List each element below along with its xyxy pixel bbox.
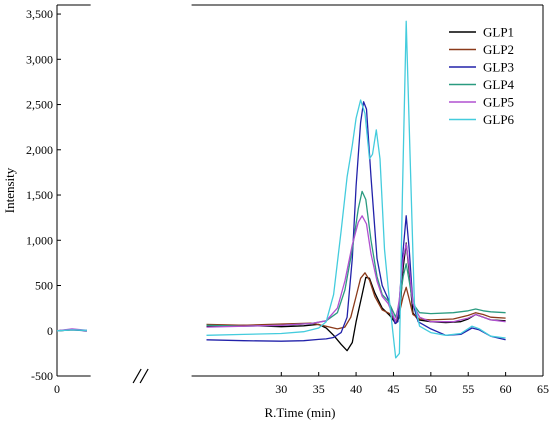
axes: 0 30 35 40 45 50 55 60 65-50005001,0001,5002,000…: [26, 4, 549, 396]
x-tick-label: 50: [425, 382, 437, 396]
legend-label-glp6: GLP6: [483, 112, 515, 127]
series-line-glp4-right: [206, 190, 506, 327]
x-tick-label: 0: [54, 382, 60, 396]
series-line-glp6-right: [206, 20, 506, 359]
x-tick-label: 45: [387, 382, 399, 396]
series-line-glp2-right: [206, 272, 506, 330]
series-lines: [56, 20, 506, 359]
y-tick-label: 1,500: [26, 188, 53, 202]
y-tick-label: 0: [47, 324, 53, 338]
axis-break-mark: [139, 368, 149, 384]
y-tick-label: 2,500: [26, 98, 53, 112]
legend-label-glp3: GLP3: [483, 60, 514, 75]
x-tick-label: 40: [350, 382, 362, 396]
y-tick-label: -500: [31, 369, 53, 383]
x-axis-title: R.Time (min): [264, 405, 335, 420]
y-tick-label: 1,000: [26, 233, 53, 247]
y-tick-label: 3,500: [26, 7, 53, 21]
x-tick-label: 65: [537, 382, 549, 396]
x-tick-label: 55: [462, 382, 474, 396]
legend-label-glp2: GLP2: [483, 42, 514, 57]
series-line-glp6-left: [56, 329, 87, 332]
x-tick-label: 35: [313, 382, 325, 396]
legend: GLP1 GLP2 GLP3 GLP4 GLP5 GLP6: [449, 25, 515, 127]
axis-break-mark: [132, 368, 142, 384]
series-line-glp5-right: [206, 215, 506, 328]
legend-label-glp1: GLP1: [483, 25, 514, 40]
legend-label-glp5: GLP5: [483, 95, 514, 110]
legend-label-glp4: GLP4: [483, 77, 515, 92]
y-axis-title: Intensity: [2, 167, 17, 213]
y-tick-label: 500: [35, 279, 53, 293]
x-tick-label: 30: [275, 382, 287, 396]
y-tick-label: 2,000: [26, 143, 53, 157]
y-tick-label: 3,000: [26, 52, 53, 66]
x-tick-label: 60: [500, 382, 512, 396]
